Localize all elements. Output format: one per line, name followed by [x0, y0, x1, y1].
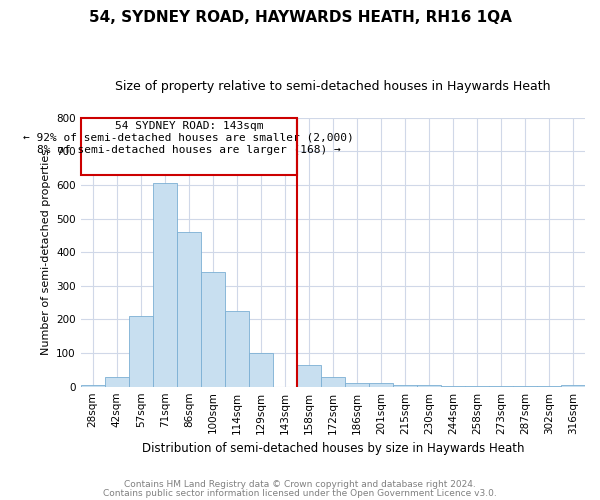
Text: 8% of semi-detached houses are larger (168) →: 8% of semi-detached houses are larger (1… [37, 144, 341, 154]
Bar [105, 376, 129, 386]
Bar [225, 311, 249, 386]
Bar [201, 272, 225, 386]
Bar [321, 376, 345, 386]
Text: 54 SYDNEY ROAD: 143sqm: 54 SYDNEY ROAD: 143sqm [115, 121, 263, 131]
Bar [129, 316, 153, 386]
X-axis label: Distribution of semi-detached houses by size in Haywards Heath: Distribution of semi-detached houses by … [142, 442, 524, 455]
Bar [297, 365, 321, 386]
Bar [345, 384, 369, 386]
Bar [249, 353, 273, 386]
Bar [153, 184, 177, 386]
Title: Size of property relative to semi-detached houses in Haywards Heath: Size of property relative to semi-detach… [115, 80, 551, 93]
Bar [81, 385, 105, 386]
Bar [417, 385, 441, 386]
Bar [369, 384, 393, 386]
Text: 54, SYDNEY ROAD, HAYWARDS HEATH, RH16 1QA: 54, SYDNEY ROAD, HAYWARDS HEATH, RH16 1Q… [89, 10, 511, 25]
Y-axis label: Number of semi-detached properties: Number of semi-detached properties [41, 149, 50, 355]
Bar [561, 385, 585, 386]
Bar [177, 232, 201, 386]
Text: Contains HM Land Registry data © Crown copyright and database right 2024.: Contains HM Land Registry data © Crown c… [124, 480, 476, 489]
Text: ← 92% of semi-detached houses are smaller (2,000): ← 92% of semi-detached houses are smalle… [23, 133, 354, 143]
Text: Contains public sector information licensed under the Open Government Licence v3: Contains public sector information licen… [103, 488, 497, 498]
Bar [393, 385, 417, 386]
Bar [81, 118, 297, 175]
